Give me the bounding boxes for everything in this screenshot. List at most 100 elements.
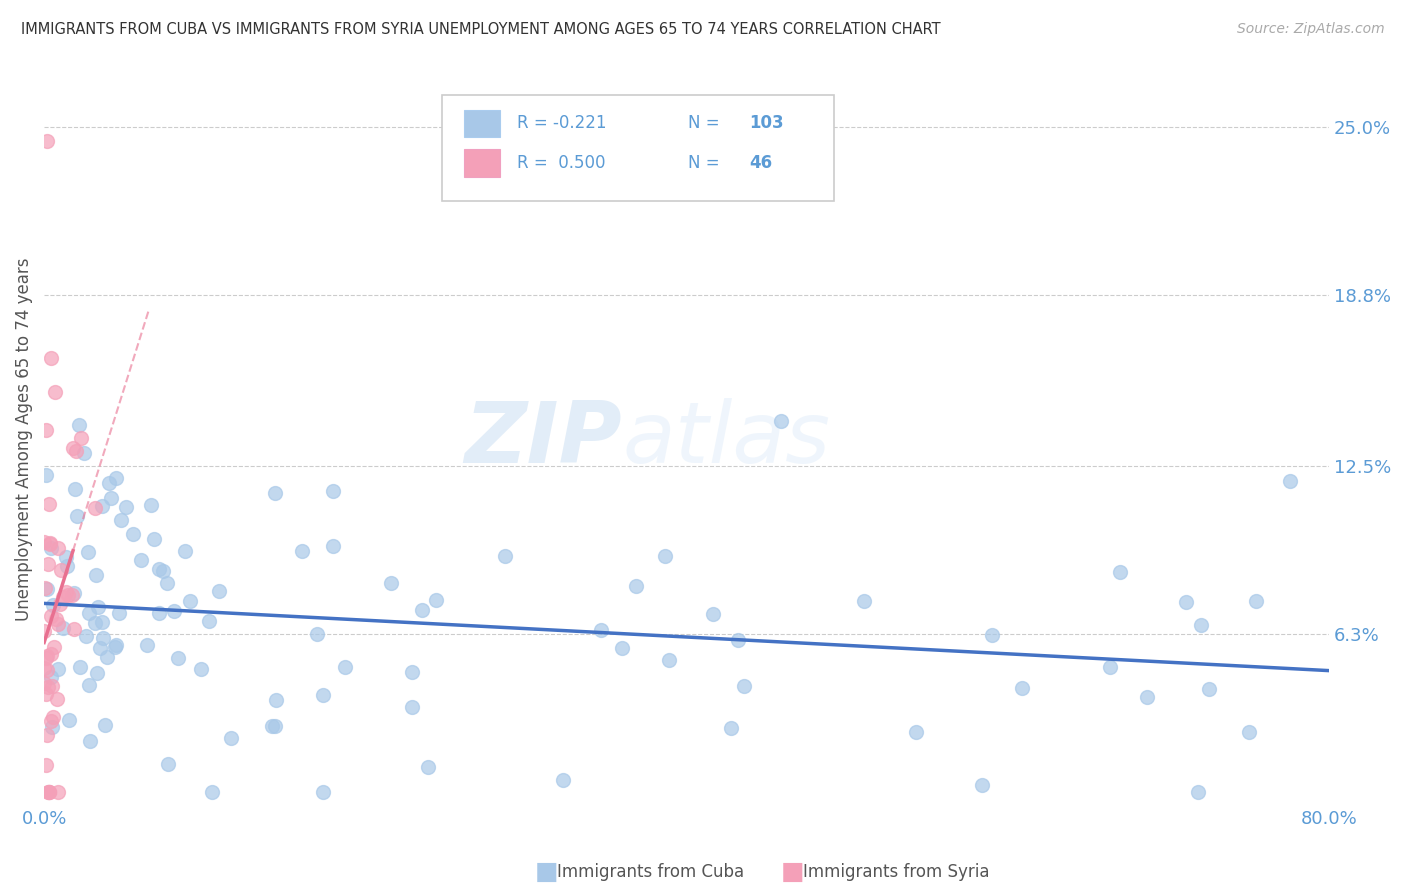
Point xyxy=(32,661,55,675)
Point xyxy=(46,662,69,676)
Point xyxy=(1187,784,1209,798)
Point xyxy=(46,616,69,631)
Point xyxy=(52,621,75,635)
Point xyxy=(39,351,62,365)
Point xyxy=(42,710,65,724)
Point xyxy=(425,593,447,607)
Point xyxy=(38,784,60,798)
Point xyxy=(84,568,107,582)
Text: N =: N = xyxy=(688,114,724,133)
Point xyxy=(148,562,170,576)
Point xyxy=(35,423,58,437)
Point xyxy=(49,597,72,611)
Point xyxy=(139,498,162,512)
Text: R = -0.221: R = -0.221 xyxy=(517,114,606,133)
Point xyxy=(129,553,152,567)
Point xyxy=(1278,475,1301,489)
Point xyxy=(727,632,749,647)
Point xyxy=(156,757,179,772)
Point xyxy=(45,692,67,706)
Text: Source: ZipAtlas.com: Source: ZipAtlas.com xyxy=(1237,22,1385,37)
Point xyxy=(174,544,197,558)
Point xyxy=(104,639,127,653)
Point xyxy=(63,622,86,636)
Point xyxy=(981,628,1004,642)
Point xyxy=(37,648,59,663)
Point xyxy=(91,615,114,629)
Point xyxy=(142,532,165,546)
Point xyxy=(136,638,159,652)
Point xyxy=(197,615,219,629)
Point xyxy=(208,583,231,598)
Point xyxy=(35,582,58,596)
Point xyxy=(79,733,101,747)
Point xyxy=(35,468,58,483)
Point xyxy=(65,443,87,458)
Text: atlas: atlas xyxy=(623,398,831,481)
Point xyxy=(73,445,96,459)
Point xyxy=(39,714,62,729)
Point xyxy=(41,679,63,693)
Text: Immigrants from Syria: Immigrants from Syria xyxy=(803,863,990,881)
Point xyxy=(60,588,83,602)
Point xyxy=(77,677,100,691)
Point xyxy=(42,640,65,655)
FancyBboxPatch shape xyxy=(464,110,501,137)
Point xyxy=(152,564,174,578)
Point xyxy=(322,540,344,554)
Point xyxy=(86,665,108,680)
Point xyxy=(38,536,60,550)
Point xyxy=(654,549,676,563)
Text: Immigrants from Cuba: Immigrants from Cuba xyxy=(557,863,744,881)
Point xyxy=(39,537,62,551)
Point xyxy=(41,648,63,662)
Text: R =  0.500: R = 0.500 xyxy=(517,154,606,172)
Text: IMMIGRANTS FROM CUBA VS IMMIGRANTS FROM SYRIA UNEMPLOYMENT AMONG AGES 65 TO 74 Y: IMMIGRANTS FROM CUBA VS IMMIGRANTS FROM … xyxy=(21,22,941,37)
Point xyxy=(333,660,356,674)
Point xyxy=(42,598,65,612)
Point xyxy=(49,563,72,577)
Point xyxy=(411,603,433,617)
Point xyxy=(553,772,575,787)
Point xyxy=(86,599,108,614)
Point xyxy=(69,660,91,674)
Point xyxy=(972,778,994,792)
Point xyxy=(66,508,89,523)
Point xyxy=(37,784,59,798)
Point xyxy=(179,593,201,607)
Point xyxy=(1237,724,1260,739)
Point xyxy=(104,470,127,484)
Point xyxy=(58,588,80,602)
Point xyxy=(70,431,93,445)
Point xyxy=(148,607,170,621)
Text: 46: 46 xyxy=(749,154,772,172)
Point xyxy=(589,623,612,637)
Point xyxy=(1198,682,1220,697)
Point xyxy=(38,784,60,798)
Point xyxy=(201,784,224,798)
Point xyxy=(58,713,80,727)
Point xyxy=(1136,690,1159,704)
Point xyxy=(39,608,62,623)
Point xyxy=(904,724,927,739)
Point xyxy=(62,441,84,455)
Point xyxy=(38,784,60,798)
Point xyxy=(91,499,114,513)
Point xyxy=(45,612,67,626)
Point xyxy=(55,585,77,599)
Point xyxy=(163,604,186,618)
Text: 103: 103 xyxy=(749,114,785,133)
Point xyxy=(190,663,212,677)
Point xyxy=(104,640,127,655)
Point xyxy=(37,557,59,571)
Point xyxy=(34,675,56,690)
Point xyxy=(41,720,63,734)
Point xyxy=(89,641,111,656)
Point xyxy=(84,500,107,515)
Point xyxy=(37,680,59,694)
Point xyxy=(416,760,439,774)
Point xyxy=(39,541,62,555)
Point xyxy=(291,543,314,558)
Point xyxy=(37,663,59,677)
Point xyxy=(219,731,242,745)
